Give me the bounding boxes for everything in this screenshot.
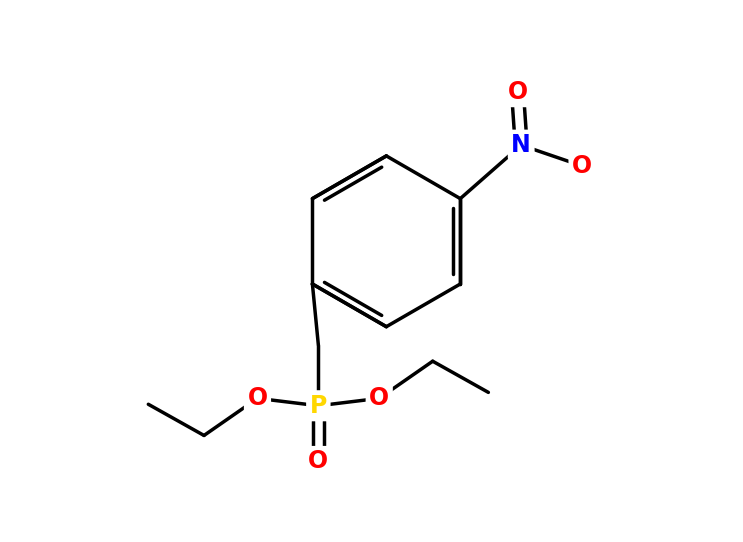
- Text: O: O: [572, 154, 592, 178]
- Text: O: O: [369, 386, 389, 410]
- Text: O: O: [247, 386, 267, 410]
- Text: O: O: [308, 449, 328, 474]
- Text: O: O: [507, 80, 528, 104]
- Text: N: N: [511, 133, 531, 157]
- Text: P: P: [310, 393, 327, 418]
